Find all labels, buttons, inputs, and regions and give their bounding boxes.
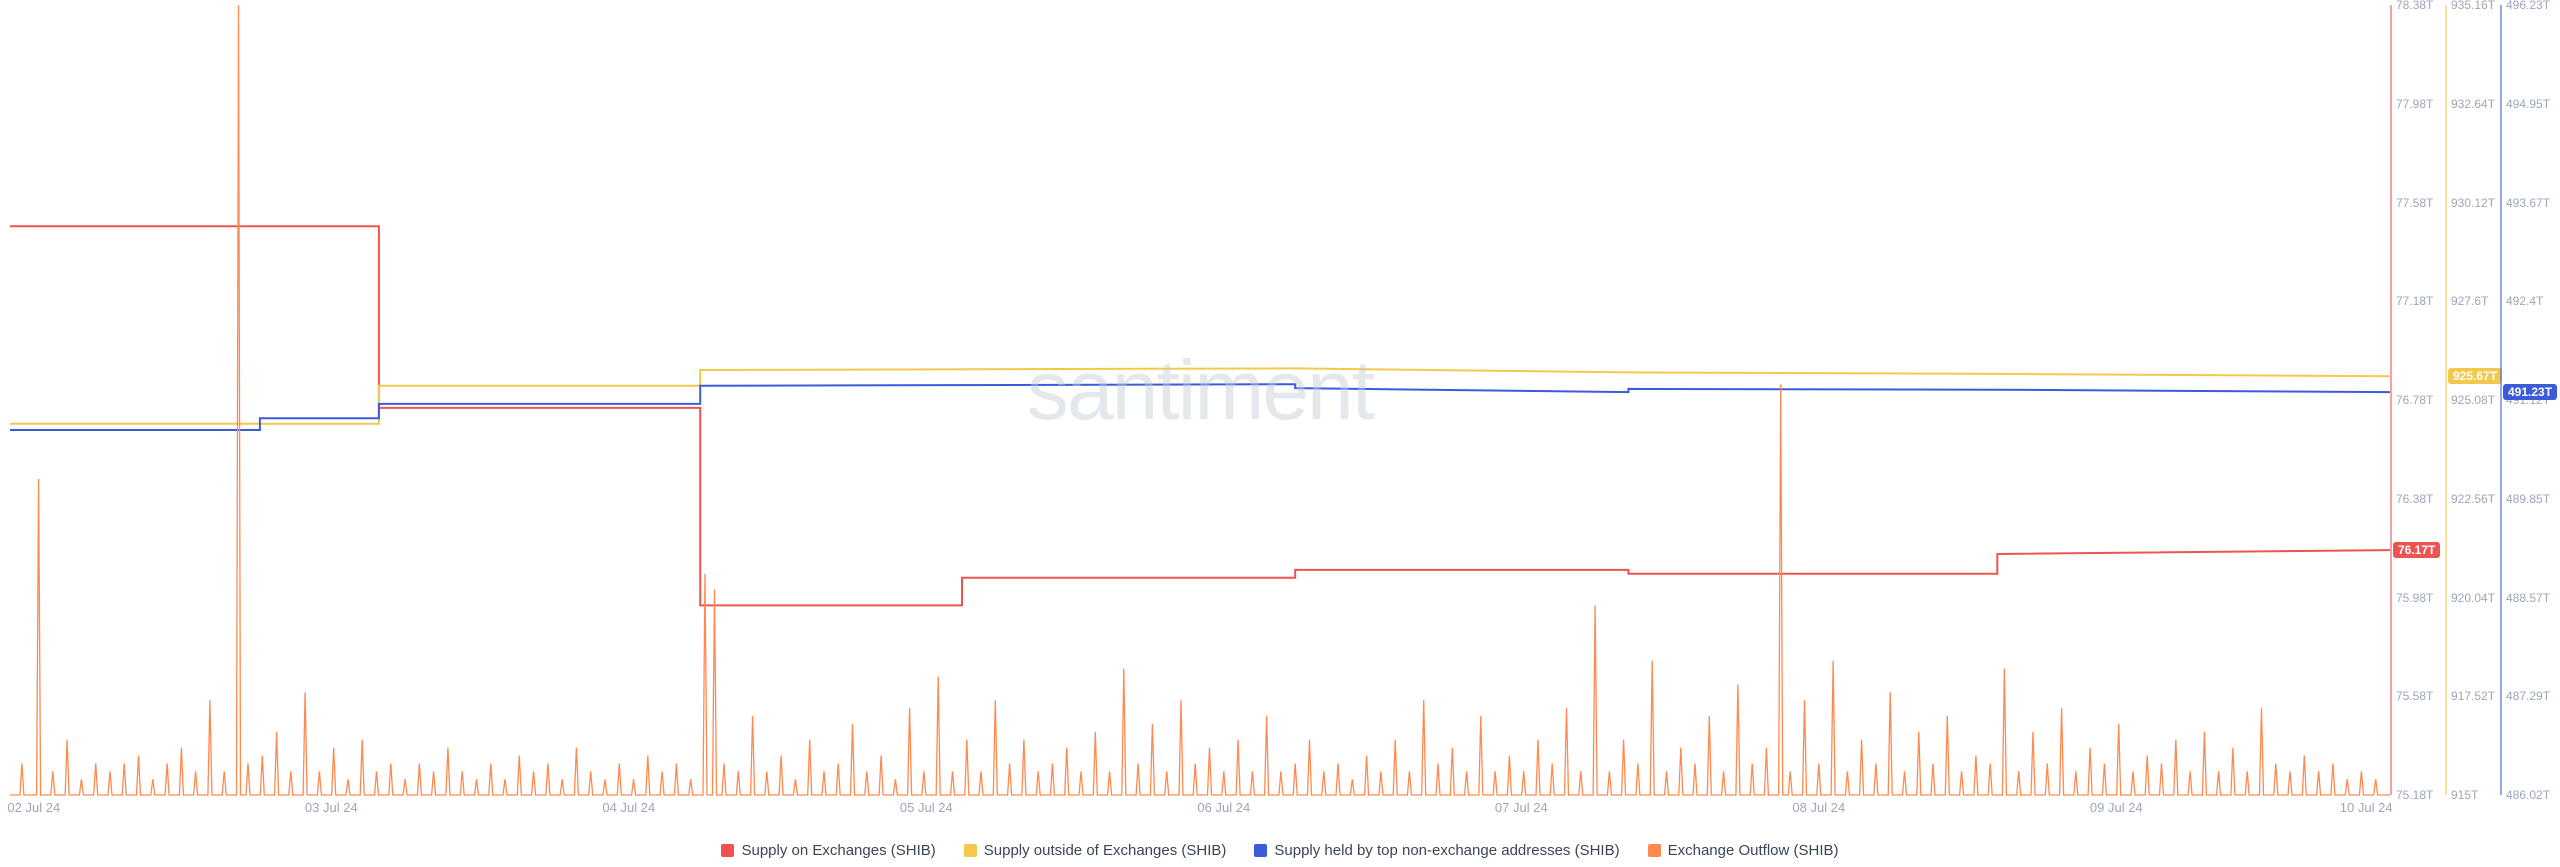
x-tick-label: 05 Jul 24 [900,800,953,815]
legend-label: Exchange Outflow (SHIB) [1668,842,1839,859]
x-tick-label: 02 Jul 24 [7,800,60,815]
y-tick-label: 76.38T [2396,492,2433,506]
y-tick-label: 927.6T [2451,294,2488,308]
x-axis: 02 Jul 24 03 Jul 24 04 Jul 24 05 Jul 24 06 J… [10,800,2390,820]
legend-item[interactable]: Exchange Outflow (SHIB) [1648,842,1839,859]
chart-svg [10,5,2390,795]
y-tick-label: 78.38T [2396,0,2433,12]
legend-swatch [721,844,734,857]
legend-swatch [964,844,977,857]
y-tick-label: 488.57T [2506,591,2550,605]
y-axis-line [2390,5,2392,795]
y-tick-label: 77.98T [2396,97,2433,111]
y-tick-label: 77.58T [2396,196,2433,210]
x-tick-label: 10 Jul 24 [2340,800,2393,815]
plot-area: santiment [10,5,2390,795]
x-tick-label: 04 Jul 24 [602,800,655,815]
y-tick-label: 496.23T [2506,0,2550,12]
legend-item[interactable]: Supply on Exchanges (SHIB) [721,842,935,859]
legend-swatch [1254,844,1267,857]
y-tick-label: 930.12T [2451,196,2495,210]
x-tick-label: 09 Jul 24 [2090,800,2143,815]
y-axis-supply_top_non_exchange: 496.23T494.95T493.67T492.4T491.12T489.85… [2500,0,2555,800]
legend-label: Supply held by top non-exchange addresse… [1274,842,1619,859]
x-tick-label: 07 Jul 24 [1495,800,1548,815]
chart-container: santiment 02 Jul 24 03 Jul 24 04 Jul 24 05 … [0,0,2560,867]
y-tick-label: 917.52T [2451,689,2495,703]
legend-label: Supply outside of Exchanges (SHIB) [984,842,1227,859]
legend: Supply on Exchanges (SHIB) Supply outside… [0,842,2560,861]
y-tick-label: 489.85T [2506,492,2550,506]
y-current-badge: 76.17T [2393,542,2440,558]
y-tick-label: 922.56T [2451,492,2495,506]
y-tick-label: 76.78T [2396,393,2433,407]
y-tick-label: 75.98T [2396,591,2433,605]
y-tick-label: 920.04T [2451,591,2495,605]
x-tick-label: 06 Jul 24 [1197,800,1250,815]
y-tick-label: 494.95T [2506,97,2550,111]
y-tick-label: 487.29T [2506,689,2550,703]
y-tick-label: 932.64T [2451,97,2495,111]
x-tick-label: 03 Jul 24 [305,800,358,815]
y-tick-label: 935.16T [2451,0,2495,12]
y-current-badge: 925.67T [2448,368,2502,384]
legend-label: Supply on Exchanges (SHIB) [741,842,935,859]
series-supply_outside_exchanges [10,368,2390,423]
legend-swatch [1648,844,1661,857]
legend-item[interactable]: Supply outside of Exchanges (SHIB) [964,842,1227,859]
y-tick-label: 492.4T [2506,294,2543,308]
y-axis-line [2500,5,2502,795]
y-tick-label: 486.02T [2506,788,2550,802]
y-axis-line [2445,5,2447,795]
y-axis-supply_outside_exchanges: 935.16T 932.64T 930.12T 927.6T 925.08T 922.56… [2445,0,2500,800]
y-tick-label: 77.18T [2396,294,2433,308]
y-tick-label: 75.18T [2396,788,2433,802]
y-tick-label: 925.08T [2451,393,2495,407]
x-tick-label: 08 Jul 24 [1792,800,1845,815]
y-current-badge: 491.23T [2503,384,2557,400]
series-exchange-outflow [10,5,2390,795]
y-tick-label: 493.67T [2506,196,2550,210]
y-tick-label: 75.58T [2396,689,2433,703]
legend-item[interactable]: Supply held by top non-exchange addresse… [1254,842,1619,859]
y-axes-group: 78.38T 77.98T 77.58T 77.18T 76.78T 76.38T 75.9… [2390,0,2557,800]
y-tick-label: 915T [2451,788,2478,802]
series-supply_on_exchanges [10,226,2390,605]
y-axis-supply_on_exchanges: 78.38T 77.98T 77.58T 77.18T 76.78T 76.38T 75.9… [2390,0,2445,800]
